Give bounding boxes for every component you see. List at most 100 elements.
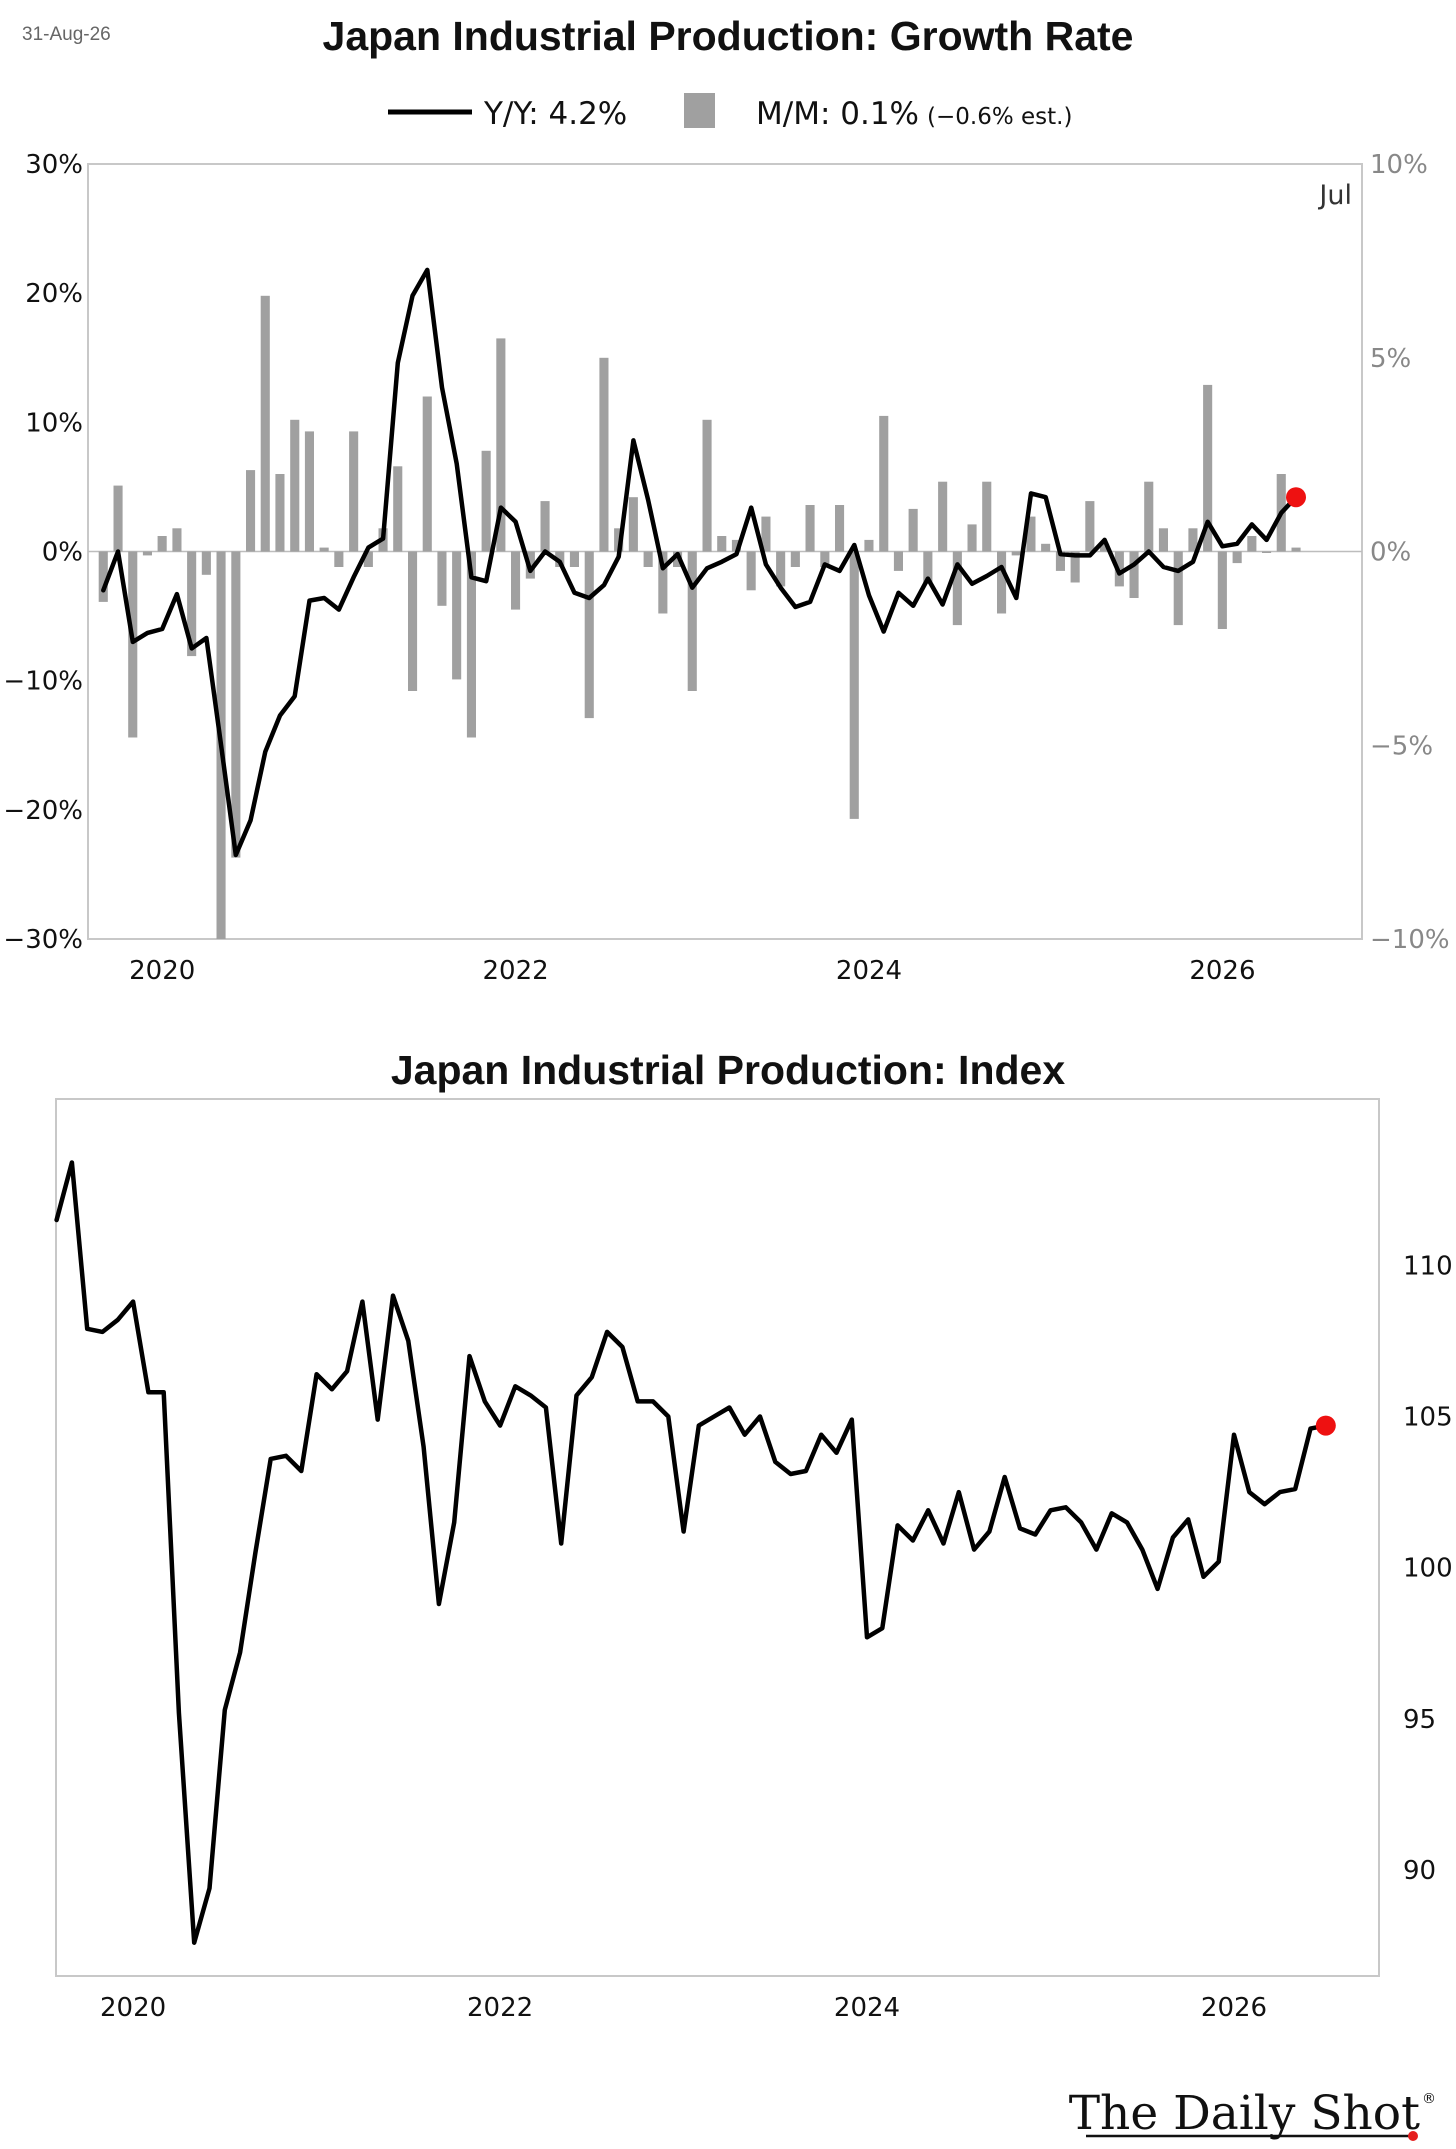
- mm-bar: [1085, 501, 1095, 552]
- mm-bar: [599, 357, 609, 552]
- mm-bar: [1217, 551, 1227, 629]
- mm-bar: [938, 481, 948, 552]
- mm-bar: [1262, 551, 1272, 553]
- mm-bar: [496, 338, 506, 552]
- mm-bar: [1247, 536, 1257, 552]
- index-latest-marker: [1315, 1415, 1336, 1436]
- mm-bar: [805, 505, 815, 552]
- growth-x-axis: 2020 2022 2024 2026: [129, 956, 1255, 986]
- mm-bar: [952, 551, 962, 626]
- mm-bar: [746, 551, 756, 591]
- legend-yy-label: Y/Y: 4.2%: [483, 96, 627, 132]
- mm-bar: [967, 524, 977, 552]
- mm-bar: [511, 551, 521, 610]
- mm-bar: [1055, 551, 1065, 571]
- mm-bar: [879, 415, 889, 552]
- index-y-tick-label: 110: [1403, 1251, 1453, 1281]
- mm-bar: [128, 551, 138, 738]
- mm-bar: [393, 466, 403, 552]
- mm-bar: [717, 536, 727, 552]
- mm-bar: [172, 528, 182, 552]
- mm-bar: [231, 551, 241, 858]
- legend-mm-label: M/M: 0.1%: [756, 96, 919, 132]
- mm-bar: [334, 551, 344, 567]
- growth-right-axis: −10% −5% 0% 5% 10%: [1370, 150, 1450, 955]
- y-left-tick-label: 20%: [25, 279, 83, 309]
- growth-legend: Y/Y: 4.2% M/M: 0.1% (−0.6% est.): [388, 93, 1072, 132]
- brand-dot: [1408, 2131, 1418, 2141]
- y-right-tick-label: 10%: [1370, 150, 1428, 180]
- mm-bar: [658, 551, 668, 614]
- growth-chart-title: Japan Industrial Production: Growth Rate: [323, 13, 1134, 59]
- index-y-tick-label: 100: [1403, 1554, 1453, 1584]
- mm-bar: [923, 551, 933, 583]
- x-tick-label: 2022: [483, 956, 549, 986]
- mm-bar: [113, 485, 123, 552]
- mm-bar: [702, 419, 712, 552]
- mm-bar: [98, 551, 108, 602]
- mm-bar: [466, 551, 476, 738]
- mm-bar: [893, 551, 903, 571]
- mm-bar: [1070, 551, 1080, 583]
- mm-bar: [319, 547, 329, 552]
- y-left-tick-label: 30%: [25, 150, 83, 180]
- y-left-tick-label: −20%: [3, 796, 83, 826]
- mm-bars: [98, 295, 1301, 939]
- index-y-tick-label: 105: [1403, 1403, 1453, 1433]
- mm-bar: [1129, 551, 1139, 598]
- mm-bar: [452, 551, 462, 680]
- yy-latest-marker: [1286, 487, 1306, 508]
- brand-logo: The Daily Shot ®: [1069, 2086, 1436, 2141]
- index-y-tick-label: 90: [1403, 1856, 1436, 1886]
- index-x-tick-label: 2024: [834, 1993, 900, 2023]
- x-tick-label: 2020: [129, 956, 195, 986]
- mm-bar: [201, 551, 211, 575]
- legend-mm-text: M/M: 0.1% (−0.6% est.): [756, 96, 1072, 132]
- index-x-tick-label: 2022: [467, 1993, 533, 2023]
- legend-bar-swatch: [684, 93, 715, 128]
- mm-bar: [761, 516, 771, 552]
- legend-mm-estimate: (−0.6% est.): [927, 104, 1072, 130]
- mm-bar: [790, 551, 800, 567]
- mm-bar: [1188, 528, 1198, 552]
- mm-bar: [142, 551, 152, 556]
- mm-bar: [820, 551, 830, 567]
- mm-bar: [157, 536, 167, 552]
- mm-bar: [1232, 551, 1242, 564]
- mm-bar: [997, 551, 1007, 614]
- y-left-tick-label: −10%: [3, 667, 83, 697]
- mm-bar: [1203, 384, 1213, 552]
- index-x-tick-label: 2026: [1201, 1993, 1267, 2023]
- mm-bar: [731, 539, 741, 552]
- mm-bar: [643, 551, 653, 567]
- mm-bar: [835, 505, 845, 552]
- mm-bar: [187, 551, 197, 657]
- mm-bar: [408, 551, 418, 691]
- mm-bar: [1291, 547, 1301, 552]
- mm-bar: [246, 470, 256, 552]
- yy-line: [101, 267, 1299, 858]
- mm-bar: [260, 295, 270, 552]
- mm-bar: [275, 474, 285, 552]
- mm-bar: [1026, 516, 1036, 552]
- mm-bar: [363, 551, 373, 567]
- mm-bar: [776, 551, 786, 587]
- mm-bar: [481, 450, 491, 552]
- index-line: [54, 1160, 1329, 1945]
- mm-bar: [864, 539, 874, 552]
- index-right-axis: 90 95 100 105 110: [1403, 1251, 1453, 1886]
- mm-bar: [540, 501, 550, 552]
- mm-bar: [1011, 551, 1021, 556]
- mm-bar: [1158, 528, 1168, 552]
- mm-bar: [422, 396, 432, 552]
- index-x-tick-label: 2020: [100, 1993, 166, 2023]
- mm-bar: [437, 551, 447, 606]
- mm-bar: [849, 551, 859, 819]
- growth-left-axis: −30% −20% −10% 0% 10% 20% 30%: [3, 150, 83, 955]
- y-right-tick-label: 0%: [1370, 538, 1411, 568]
- brand-name: The Daily Shot: [1069, 2086, 1420, 2141]
- mm-bar: [628, 497, 638, 552]
- y-left-tick-label: 0%: [42, 538, 83, 568]
- y-left-tick-label: 10%: [25, 408, 83, 438]
